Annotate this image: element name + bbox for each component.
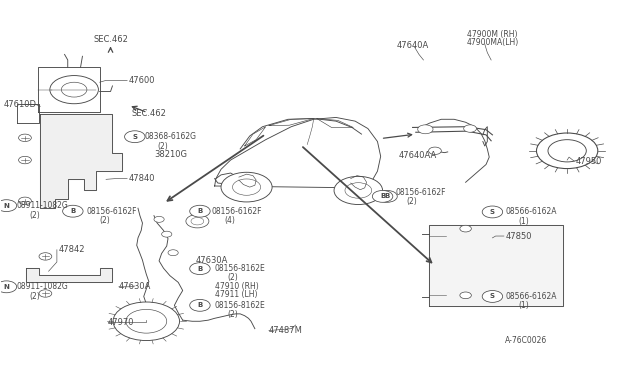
Circle shape <box>482 206 502 218</box>
Text: 08156-8162E: 08156-8162E <box>214 264 266 273</box>
Circle shape <box>168 250 178 256</box>
Text: B: B <box>380 193 385 199</box>
Text: (2): (2) <box>100 216 111 225</box>
Text: 08156-6162F: 08156-6162F <box>87 207 138 216</box>
Circle shape <box>345 183 372 198</box>
Text: B: B <box>70 208 76 214</box>
Text: 08156-6162F: 08156-6162F <box>211 207 262 216</box>
Text: 47840: 47840 <box>129 174 155 183</box>
Circle shape <box>418 125 433 134</box>
Text: 47900M (RH): 47900M (RH) <box>467 29 517 39</box>
Text: 47850: 47850 <box>505 231 532 241</box>
Polygon shape <box>214 118 381 188</box>
Circle shape <box>126 310 167 333</box>
Circle shape <box>191 218 204 225</box>
Circle shape <box>536 133 598 169</box>
Text: SEC.462: SEC.462 <box>93 35 128 44</box>
Circle shape <box>113 302 179 340</box>
Text: 47842: 47842 <box>58 245 84 254</box>
Text: S: S <box>132 134 138 140</box>
Circle shape <box>460 292 471 299</box>
Text: (2): (2) <box>29 211 40 220</box>
Circle shape <box>162 231 172 237</box>
Text: A-76C0026: A-76C0026 <box>505 336 547 346</box>
Text: B: B <box>385 193 390 199</box>
Circle shape <box>482 291 502 302</box>
Text: 47600: 47600 <box>129 76 155 85</box>
Polygon shape <box>429 225 563 307</box>
Text: B: B <box>197 302 203 308</box>
Text: (4): (4) <box>224 216 235 225</box>
Circle shape <box>19 134 31 141</box>
Text: 47910 (RH): 47910 (RH) <box>214 282 259 291</box>
Polygon shape <box>40 114 122 208</box>
Circle shape <box>61 82 87 97</box>
Circle shape <box>154 217 164 222</box>
Text: (2): (2) <box>29 292 40 301</box>
Text: (2): (2) <box>227 273 238 282</box>
Circle shape <box>186 215 209 228</box>
Text: 47970: 47970 <box>108 318 134 327</box>
Text: (1): (1) <box>518 217 529 226</box>
Circle shape <box>372 190 393 202</box>
Circle shape <box>39 253 52 260</box>
Text: (2): (2) <box>157 142 168 151</box>
Circle shape <box>63 205 83 217</box>
Text: 08368-6162G: 08368-6162G <box>145 132 196 141</box>
Text: S: S <box>490 209 495 215</box>
Text: 08156-6162F: 08156-6162F <box>396 188 446 197</box>
Text: 47640AA: 47640AA <box>399 151 436 160</box>
Text: SEC.462: SEC.462 <box>132 109 166 118</box>
Text: B: B <box>197 208 203 214</box>
Circle shape <box>377 190 397 202</box>
Text: (1): (1) <box>518 301 529 310</box>
Polygon shape <box>38 67 100 112</box>
Text: S: S <box>490 294 495 299</box>
Text: 08911-1082G: 08911-1082G <box>17 201 68 210</box>
Text: B: B <box>197 266 203 272</box>
Circle shape <box>221 172 272 202</box>
Circle shape <box>334 176 383 205</box>
Circle shape <box>460 225 471 232</box>
Circle shape <box>464 125 476 132</box>
Text: (2): (2) <box>227 310 238 319</box>
Circle shape <box>19 156 31 164</box>
Circle shape <box>232 179 260 195</box>
Text: 47610D: 47610D <box>4 100 37 109</box>
Text: 47640A: 47640A <box>397 41 429 50</box>
Text: 08566-6162A: 08566-6162A <box>505 208 557 217</box>
Circle shape <box>0 281 17 293</box>
Text: 08566-6162A: 08566-6162A <box>505 292 557 301</box>
Circle shape <box>39 290 52 297</box>
Text: 47630A: 47630A <box>119 282 151 291</box>
Text: 47630A: 47630A <box>195 256 228 265</box>
Text: N: N <box>3 284 10 290</box>
Text: 38210G: 38210G <box>154 150 187 159</box>
Text: 47487M: 47487M <box>269 326 303 335</box>
Circle shape <box>189 299 210 311</box>
Circle shape <box>50 76 99 104</box>
Circle shape <box>548 140 586 162</box>
Circle shape <box>189 263 210 275</box>
Polygon shape <box>26 267 113 282</box>
Text: 47950: 47950 <box>575 157 602 166</box>
Text: 47911 (LH): 47911 (LH) <box>214 290 257 299</box>
Circle shape <box>125 131 145 142</box>
Circle shape <box>429 147 442 154</box>
Circle shape <box>19 197 31 205</box>
Text: 08156-8162E: 08156-8162E <box>214 301 266 310</box>
Text: N: N <box>3 203 10 209</box>
Text: 08911-1082G: 08911-1082G <box>17 282 68 291</box>
Text: (2): (2) <box>406 198 417 206</box>
Circle shape <box>189 205 210 217</box>
Text: 47900MA(LH): 47900MA(LH) <box>467 38 519 47</box>
Circle shape <box>0 200 17 212</box>
